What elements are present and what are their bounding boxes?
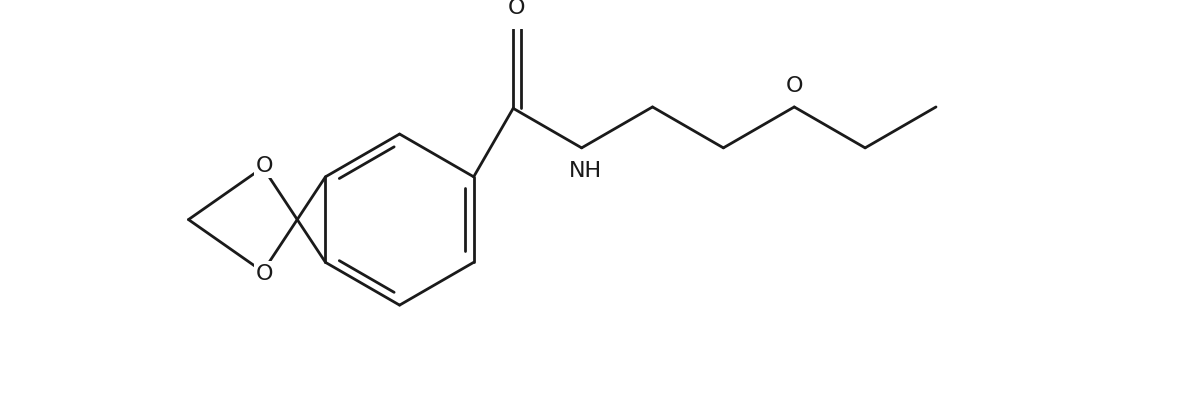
Text: O: O xyxy=(508,0,525,18)
Text: O: O xyxy=(256,263,274,283)
Text: O: O xyxy=(256,156,274,176)
Text: O: O xyxy=(785,76,803,96)
Text: NH: NH xyxy=(569,161,602,181)
